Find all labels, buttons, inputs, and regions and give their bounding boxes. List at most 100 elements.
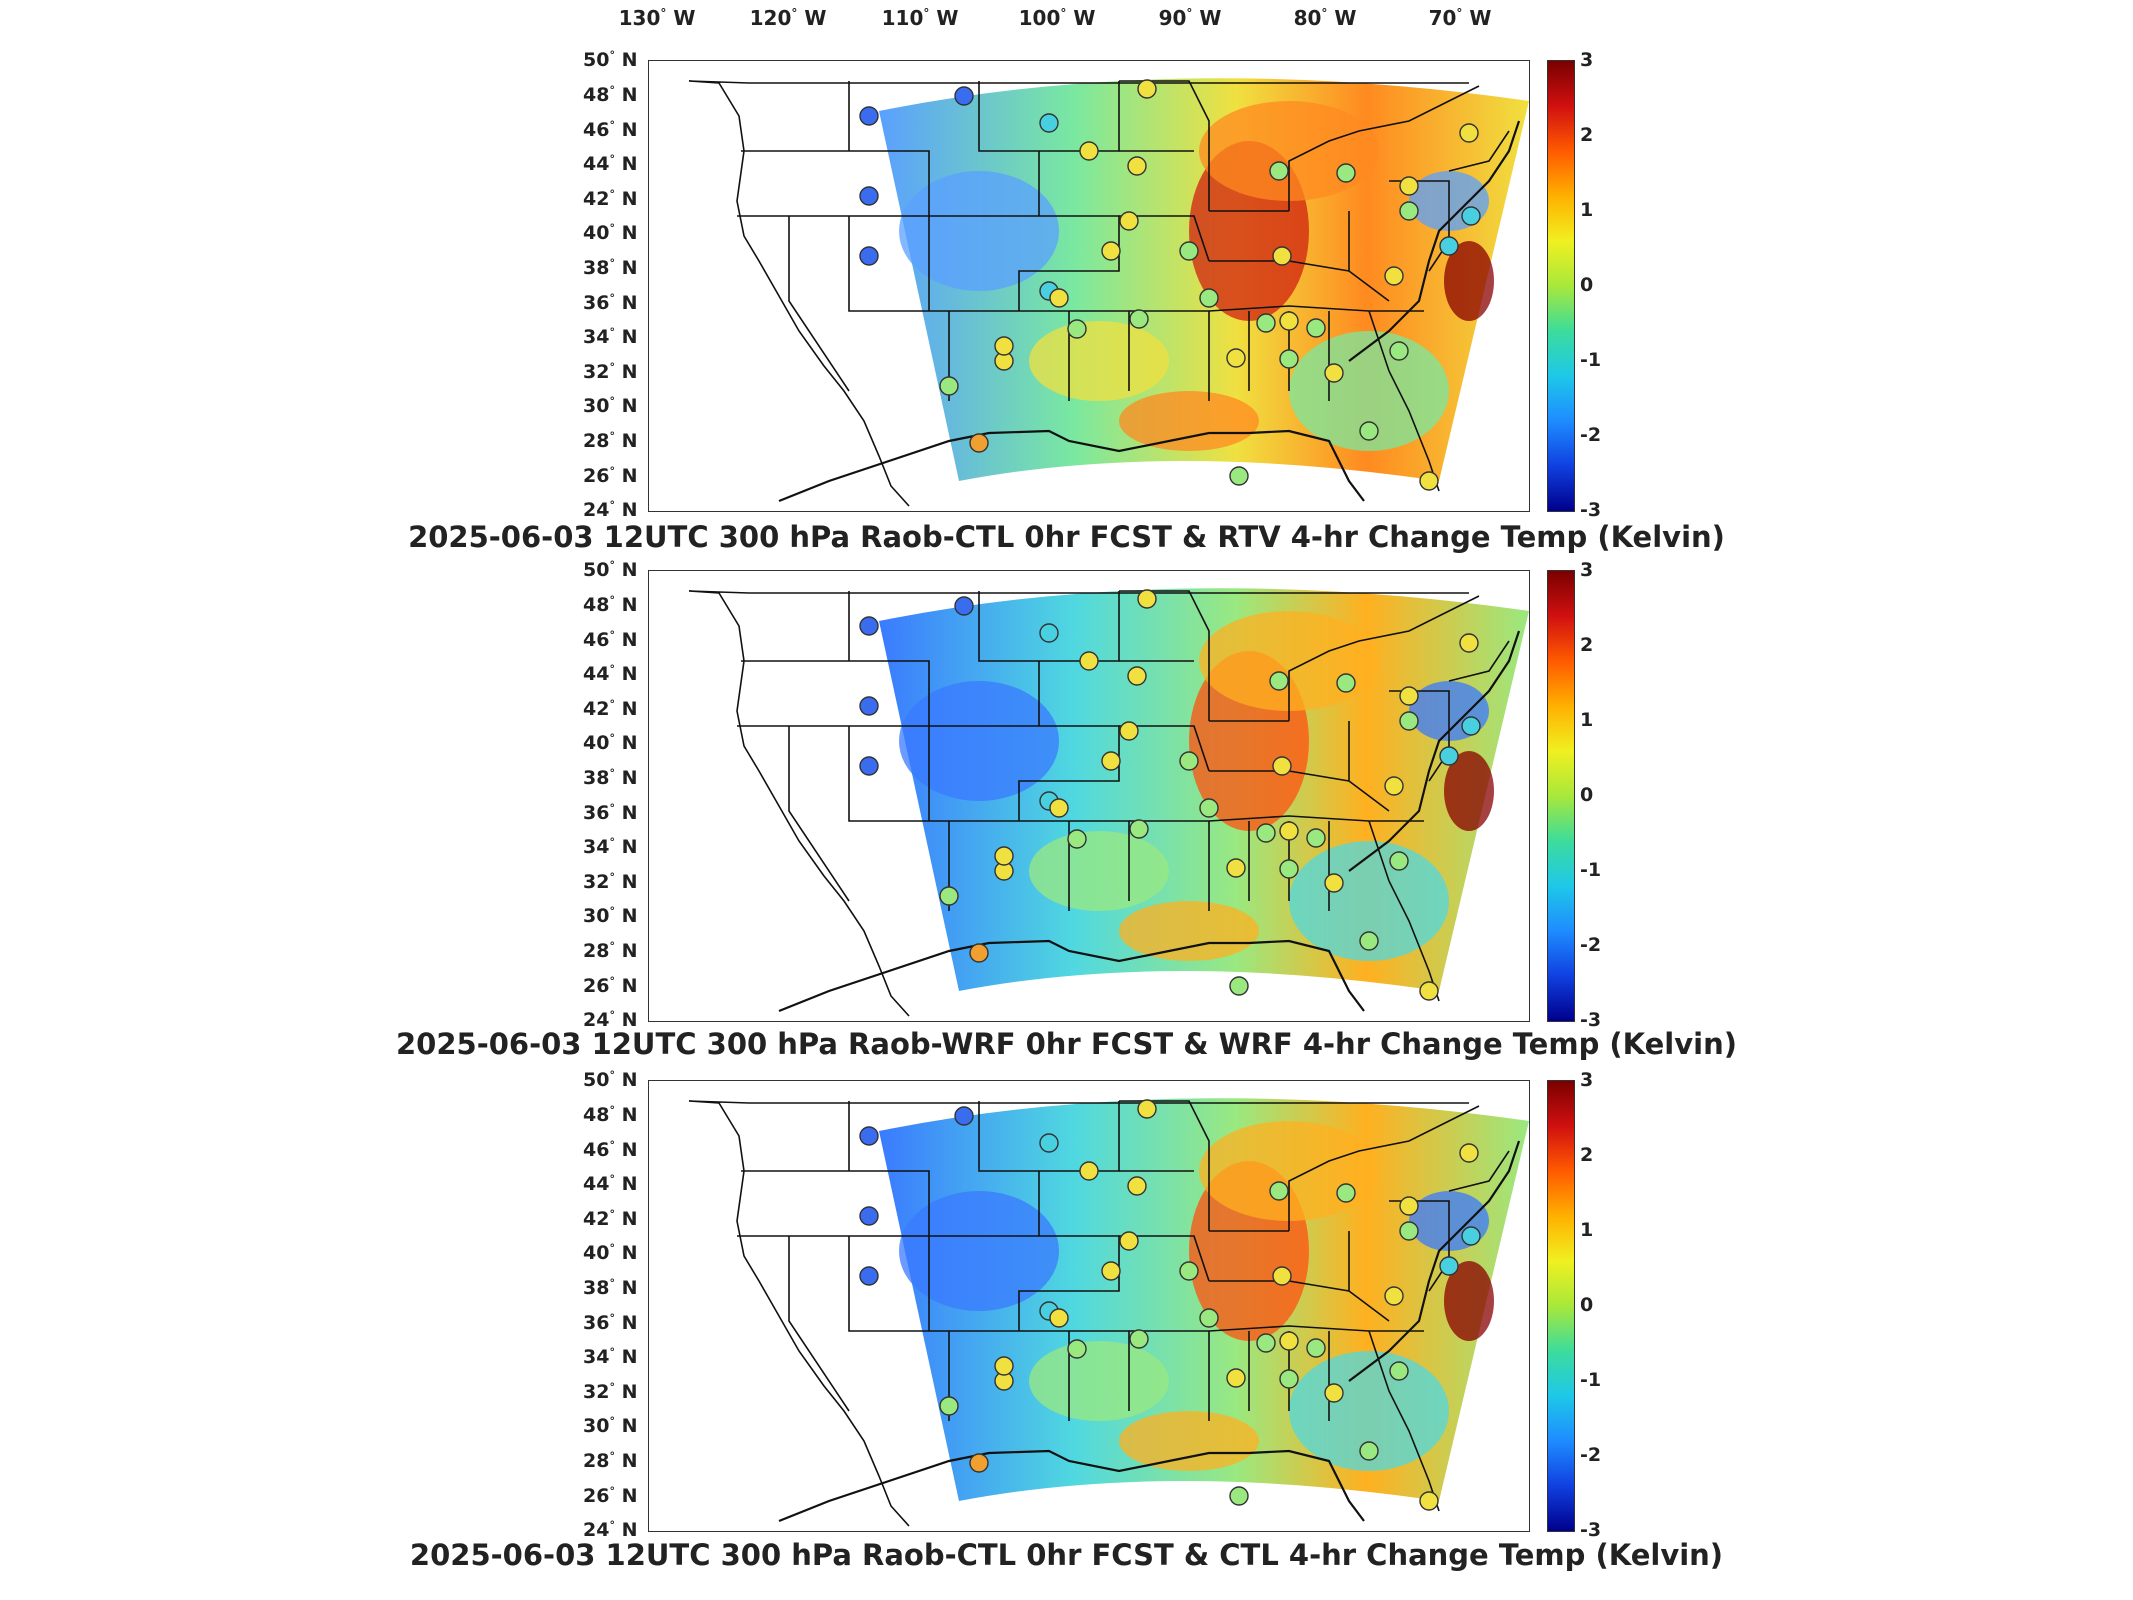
latitude-label: 36° N: [583, 801, 638, 824]
latitude-label: 30° N: [583, 1414, 638, 1438]
raob-station-marker: [1279, 1331, 1299, 1351]
temperature-anomaly-region: [899, 1191, 1059, 1311]
raob-station-marker: [1272, 1266, 1292, 1286]
colorbar-tick-label: -2: [1580, 934, 1602, 956]
raob-station-marker: [1127, 156, 1147, 176]
raob-station-marker: [1399, 711, 1419, 731]
raob-station-marker: [1384, 776, 1404, 796]
temperature-anomaly-region: [1199, 611, 1379, 711]
raob-station-marker: [859, 186, 879, 206]
raob-station-marker: [1399, 1221, 1419, 1241]
coastline: [778, 1140, 1521, 1523]
raob-station-marker: [1039, 1133, 1059, 1153]
raob-station-marker: [1256, 823, 1276, 843]
latitude-label: 24° N: [583, 1518, 638, 1542]
latitude-label: 34° N: [583, 325, 638, 349]
raob-station-marker: [1179, 751, 1199, 771]
temperature-anomaly-region: [1029, 1341, 1169, 1421]
raob-station-marker: [1461, 206, 1481, 226]
raob-station-marker: [1336, 1183, 1356, 1203]
raob-station-marker: [1119, 1231, 1139, 1251]
temperature-anomaly-region: [1119, 391, 1259, 451]
raob-station-marker: [1384, 1286, 1404, 1306]
colorbar: [1547, 570, 1575, 1022]
raob-station-marker: [1079, 1161, 1099, 1181]
latitude-label: 48° N: [583, 593, 638, 616]
latitude-label: 42° N: [583, 187, 638, 210]
raob-station-marker: [859, 1266, 879, 1286]
raob-station-marker: [1459, 1143, 1479, 1163]
longitude-label: 110° W: [881, 6, 959, 30]
raob-station-marker: [1359, 1441, 1379, 1461]
raob-station-marker: [859, 106, 879, 126]
raob-station-marker: [969, 1453, 989, 1473]
longitude-label: 130° W: [618, 6, 696, 30]
temperature-anomaly-region: [1444, 751, 1494, 831]
raob-station-marker: [1419, 981, 1439, 1001]
coastline: [778, 120, 1521, 503]
longitude-label: 70° W: [1428, 6, 1492, 30]
latitude-label: 42° N: [583, 697, 638, 720]
raob-station-marker: [1079, 651, 1099, 671]
raob-station-marker: [859, 616, 879, 636]
raob-station-marker: [1049, 1308, 1069, 1328]
colorbar-tick-label: -1: [1580, 859, 1602, 881]
panel-title: 2025-06-03 12UTC 300 hPa Raob-CTL 0hr FC…: [409, 1538, 1724, 1572]
raob-station-marker: [1461, 1226, 1481, 1246]
temperature-anomaly-region: [1444, 241, 1494, 321]
raob-station-marker: [1226, 348, 1246, 368]
raob-station-marker: [859, 1126, 879, 1146]
raob-station-marker: [1439, 1256, 1459, 1276]
latitude-label: 26° N: [583, 464, 638, 487]
raob-station-marker: [1279, 311, 1299, 331]
colorbar-tick-label: -2: [1580, 424, 1602, 446]
latitude-label: 30° N: [583, 904, 638, 928]
latitude-label: 42° N: [583, 1207, 638, 1230]
raob-station-marker: [994, 1356, 1014, 1376]
raob-station-marker: [969, 943, 989, 963]
raob-station-marker: [1272, 246, 1292, 266]
raob-station-marker: [1389, 341, 1409, 361]
latitude-label: 28° N: [583, 939, 638, 962]
latitude-label: 46° N: [583, 1138, 638, 1161]
raob-station-marker: [1226, 858, 1246, 878]
latitude-label: 32° N: [583, 360, 638, 383]
temperature-anomaly-region: [1029, 831, 1169, 911]
colorbar: [1547, 60, 1575, 512]
raob-station-marker: [1279, 1369, 1299, 1389]
temperature-anomaly-region: [1199, 101, 1379, 201]
raob-station-marker: [1119, 721, 1139, 741]
raob-station-marker: [1279, 821, 1299, 841]
colorbar-tick-label: 2: [1580, 124, 1594, 146]
raob-station-marker: [1324, 1383, 1344, 1403]
raob-station-marker: [1399, 1196, 1419, 1216]
raob-station-marker: [1306, 828, 1326, 848]
latitude-label: 38° N: [583, 766, 638, 789]
raob-station-marker: [859, 246, 879, 266]
raob-station-marker: [1269, 1181, 1289, 1201]
map-panel: [648, 1080, 1530, 1532]
panel-title: 2025-06-03 12UTC 300 hPa Raob-WRF 0hr FC…: [395, 1027, 1737, 1061]
map-panel: [648, 60, 1530, 512]
raob-station-marker: [1399, 686, 1419, 706]
colorbar-tick-label: 1: [1580, 709, 1594, 731]
raob-station-marker: [1389, 851, 1409, 871]
raob-station-marker: [1129, 1329, 1149, 1349]
latitude-label: 24° N: [583, 498, 638, 522]
raob-station-marker: [1127, 1176, 1147, 1196]
raob-station-marker: [1359, 421, 1379, 441]
raob-station-marker: [1306, 1338, 1326, 1358]
raob-station-marker: [1229, 1486, 1249, 1506]
panel-title: 2025-06-03 12UTC 300 hPa Raob-CTL 0hr FC…: [408, 520, 1725, 554]
raob-station-marker: [939, 1396, 959, 1416]
colorbar-tick-label: 2: [1580, 634, 1594, 656]
colorbar-tick-label: 1: [1580, 1219, 1594, 1241]
raob-station-marker: [1067, 319, 1087, 339]
latitude-label: 48° N: [583, 83, 638, 106]
raob-station-marker: [1389, 1361, 1409, 1381]
raob-station-marker: [1129, 309, 1149, 329]
raob-station-marker: [1419, 1491, 1439, 1511]
raob-station-marker: [1324, 363, 1344, 383]
temperature-map: [688, 1098, 1529, 1527]
raob-station-marker: [1226, 1368, 1246, 1388]
